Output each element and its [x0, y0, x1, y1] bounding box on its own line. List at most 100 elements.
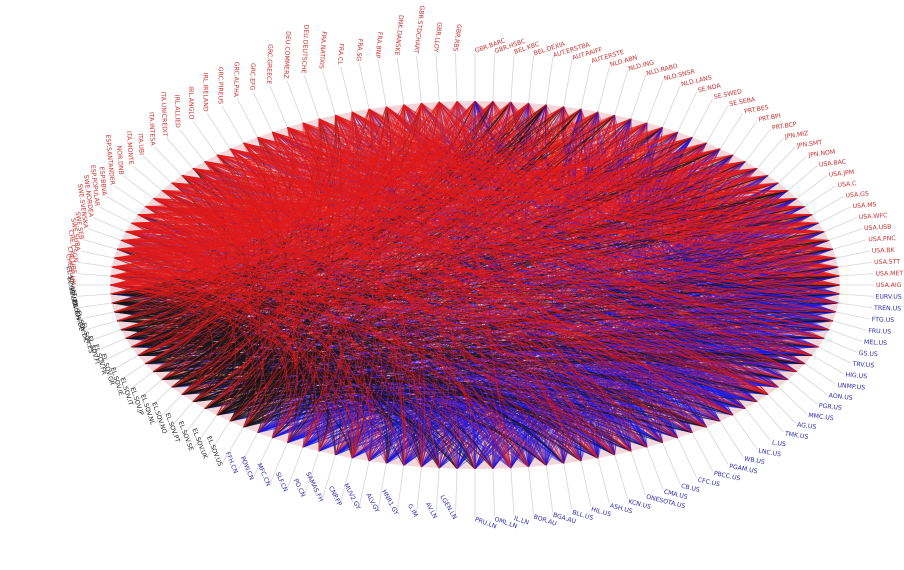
node-label: GBR.RBS	[451, 24, 462, 52]
node-tick	[416, 55, 422, 104]
node-tick	[719, 421, 744, 458]
node-tick	[142, 155, 172, 184]
node-label: MMC.US	[808, 412, 834, 422]
node-tick	[166, 401, 194, 433]
node-tick	[630, 75, 646, 119]
node-tick	[646, 80, 664, 123]
node-tick	[767, 394, 796, 424]
node-label: PRT.BPI	[758, 113, 781, 124]
node-label: GRC.GREECE	[265, 44, 274, 85]
node-ticks	[76, 53, 874, 517]
node-label: FRA.SG	[355, 38, 364, 61]
node-label: IRL.ANGLO	[187, 86, 195, 120]
node-tick	[545, 465, 554, 513]
node-label: USA.AIG	[876, 282, 902, 289]
node-tick	[838, 302, 873, 309]
node-label: ALV.GY	[365, 492, 381, 514]
node-label: GRC.EFG	[248, 63, 256, 91]
node-tick	[132, 379, 163, 405]
node-label: JPN.MIZ	[784, 130, 809, 141]
node-tick	[221, 427, 244, 465]
node-tick	[828, 228, 863, 241]
node-tick	[778, 155, 808, 184]
node-tick	[563, 59, 573, 107]
node-tick	[99, 206, 132, 224]
node-label: ITA.UNICREDIT	[159, 91, 168, 137]
node-tick	[719, 112, 744, 149]
node-tick	[77, 302, 112, 309]
node-tick	[692, 98, 714, 138]
node-tick	[83, 320, 118, 331]
node-tick	[828, 329, 863, 342]
node-tick	[269, 85, 288, 128]
node-tick	[304, 451, 320, 495]
node-label: USA.WFC	[859, 212, 888, 221]
node-label: LNC.US	[758, 448, 782, 459]
node-tick	[787, 379, 818, 405]
node-label: ITA.UBI	[136, 133, 144, 155]
node-label: USA.STT	[874, 259, 900, 267]
node-tick	[87, 329, 122, 342]
node-label: USA.MS	[852, 201, 876, 210]
node-tick	[563, 463, 573, 511]
node-label: GBR.STDCHART	[412, 5, 425, 54]
node-tick	[286, 447, 304, 490]
node-tick	[114, 185, 146, 207]
node-label: TREN.US	[873, 305, 901, 313]
node-tick	[677, 91, 698, 133]
node-tick	[166, 137, 194, 169]
node-label: PO.CN	[292, 478, 307, 499]
node-tick	[662, 85, 681, 128]
node-tick	[106, 195, 138, 215]
node-label: POW.CN	[239, 455, 255, 481]
node-tick	[824, 338, 857, 353]
node-tick	[435, 54, 440, 102]
node-tick	[154, 394, 183, 424]
node-label: AON.US	[828, 392, 853, 402]
node-label: FTG.US	[872, 316, 895, 324]
node-label: MFC.CN	[255, 462, 271, 487]
node-tick	[106, 355, 138, 375]
node-tick	[321, 70, 336, 116]
node-tick	[732, 414, 758, 450]
node-tick	[416, 466, 422, 515]
node-tick	[824, 217, 857, 232]
node-label: MEL.US	[864, 339, 888, 347]
node-tick	[286, 80, 304, 123]
node-label: FRA.NATIXIS	[318, 31, 328, 69]
node-tick	[76, 293, 111, 297]
node-tick	[545, 57, 554, 105]
node-label: GRC.PIREUS	[217, 67, 224, 104]
node-tick	[122, 371, 154, 395]
node-label: DNK.DANSKE	[393, 14, 405, 55]
node-label: ITA.MONTE	[125, 131, 134, 165]
node-label: HNR1.GY	[380, 489, 399, 517]
node-tick	[179, 128, 205, 162]
node-label: MUV2.GY	[342, 482, 361, 511]
node-tick	[812, 195, 844, 215]
node-label: ITA.INTESA	[147, 112, 156, 147]
node-tick	[832, 320, 867, 331]
node-tick	[154, 146, 183, 176]
node-tick	[839, 273, 874, 277]
node-tick	[778, 386, 808, 415]
node-tick	[93, 338, 126, 353]
node-tick	[492, 468, 495, 517]
node-label: JPN.SMT	[796, 139, 823, 150]
node-tick	[377, 463, 387, 511]
node-tick	[597, 458, 610, 504]
node-tick	[835, 311, 870, 320]
node-tick	[796, 371, 828, 395]
node-tick	[492, 53, 495, 102]
node-tick	[804, 363, 836, 385]
node-label: AG.US	[797, 421, 817, 431]
node-tick	[252, 91, 273, 133]
node-label: USA.JPM	[828, 169, 854, 179]
node-label: USA.C	[837, 180, 857, 189]
edge	[719, 222, 819, 373]
node-tick	[677, 437, 698, 479]
node-tick	[818, 346, 851, 364]
node-tick	[630, 451, 646, 495]
node-label: DEU.COMMERZ	[282, 31, 291, 79]
